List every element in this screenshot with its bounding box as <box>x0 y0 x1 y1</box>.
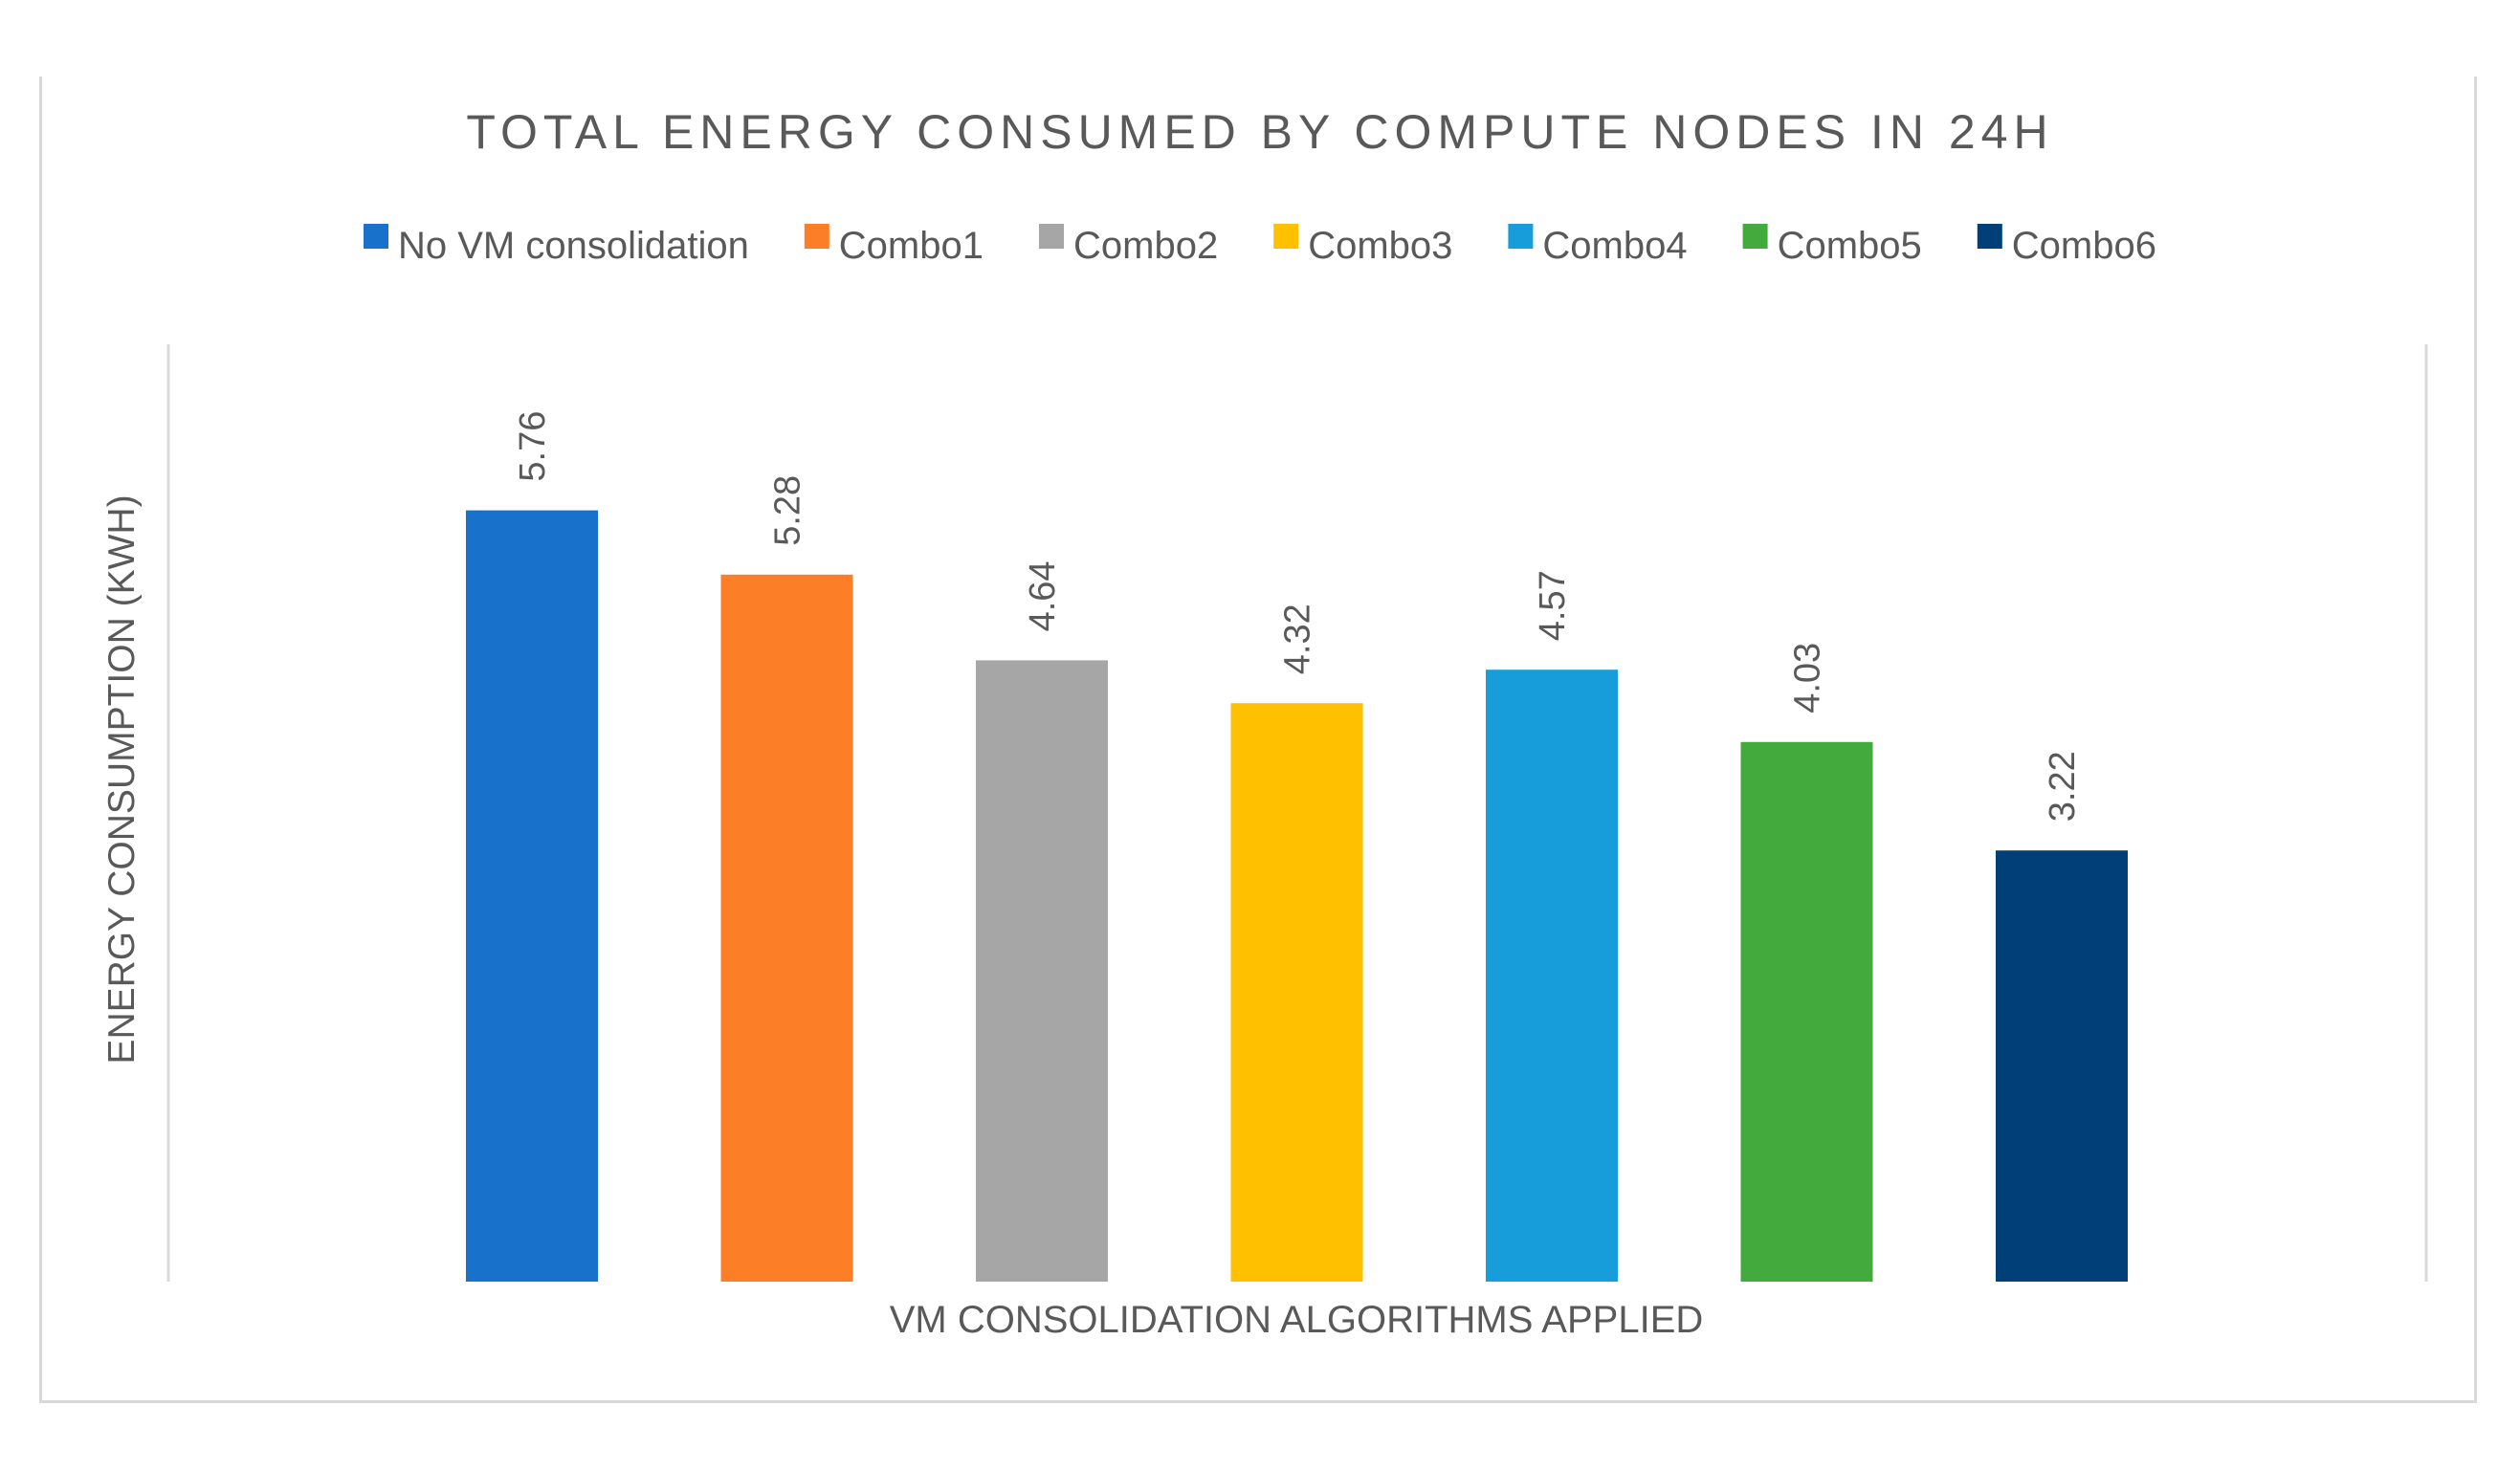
legend-swatch <box>1742 224 1768 249</box>
bar-combo4 <box>1486 670 1618 1282</box>
legend-item-combo4: Combo4 <box>1508 224 1688 267</box>
bar-combo2 <box>976 660 1108 1282</box>
data-label-combo5: 4.03 <box>1788 643 1828 714</box>
legend-item-combo3: Combo3 <box>1273 224 1452 267</box>
legend-item-no-vm-consolidation: No VM consolidation <box>364 224 749 267</box>
legend-swatch <box>804 224 829 249</box>
legend-item-combo1: Combo1 <box>804 224 984 267</box>
bar-combo1 <box>720 574 853 1282</box>
legend-label: Combo3 <box>1308 225 1452 267</box>
data-label-combo4: 4.57 <box>1533 570 1573 641</box>
data-label-combo3: 4.32 <box>1278 604 1318 674</box>
bar-combo6 <box>1996 850 2128 1282</box>
legend-label: Combo2 <box>1073 225 1218 267</box>
legend-label: Combo4 <box>1542 225 1687 267</box>
chart-frame <box>39 77 2477 1403</box>
bars <box>466 510 2128 1282</box>
data-label-combo6: 3.22 <box>2043 751 2083 822</box>
data-label-combo1: 5.28 <box>768 475 808 546</box>
bar-combo3 <box>1230 703 1363 1282</box>
legend-swatch <box>1273 224 1299 249</box>
legend-item-combo5: Combo5 <box>1742 224 1922 267</box>
y-axis-label: ENERGY CONSUMPTION (KWH) <box>101 494 143 1064</box>
legend: No VM consolidation Combo1 Combo2 Combo3 Com… <box>364 224 2156 267</box>
chart-title: TOTAL ENERGY CONSUMED BY COMPUTE NODES I… <box>466 105 2053 159</box>
legend-label: Combo6 <box>2012 225 2156 267</box>
value-labels: 5.76 5.28 4.64 4.32 4.57 4.03 3.22 <box>513 411 2083 823</box>
bar-no-vm-consolidation <box>466 510 598 1282</box>
legend-label: Combo5 <box>1778 225 1922 267</box>
legend-label: No VM consolidation <box>398 225 749 267</box>
data-label-no-vm-consolidation: 5.76 <box>513 411 553 482</box>
legend-swatch <box>1977 224 2002 249</box>
legend-swatch <box>1508 224 1534 249</box>
legend-item-combo2: Combo2 <box>1039 224 1218 267</box>
data-label-combo2: 4.64 <box>1023 560 1063 631</box>
bar-combo5 <box>1740 741 1873 1282</box>
legend-swatch <box>364 224 388 249</box>
legend-item-combo6: Combo6 <box>1977 224 2156 267</box>
x-axis-label: VM CONSOLIDATION ALGORITHMS APPLIED <box>890 1299 1704 1341</box>
legend-swatch <box>1039 224 1064 249</box>
legend-label: Combo1 <box>839 225 984 267</box>
